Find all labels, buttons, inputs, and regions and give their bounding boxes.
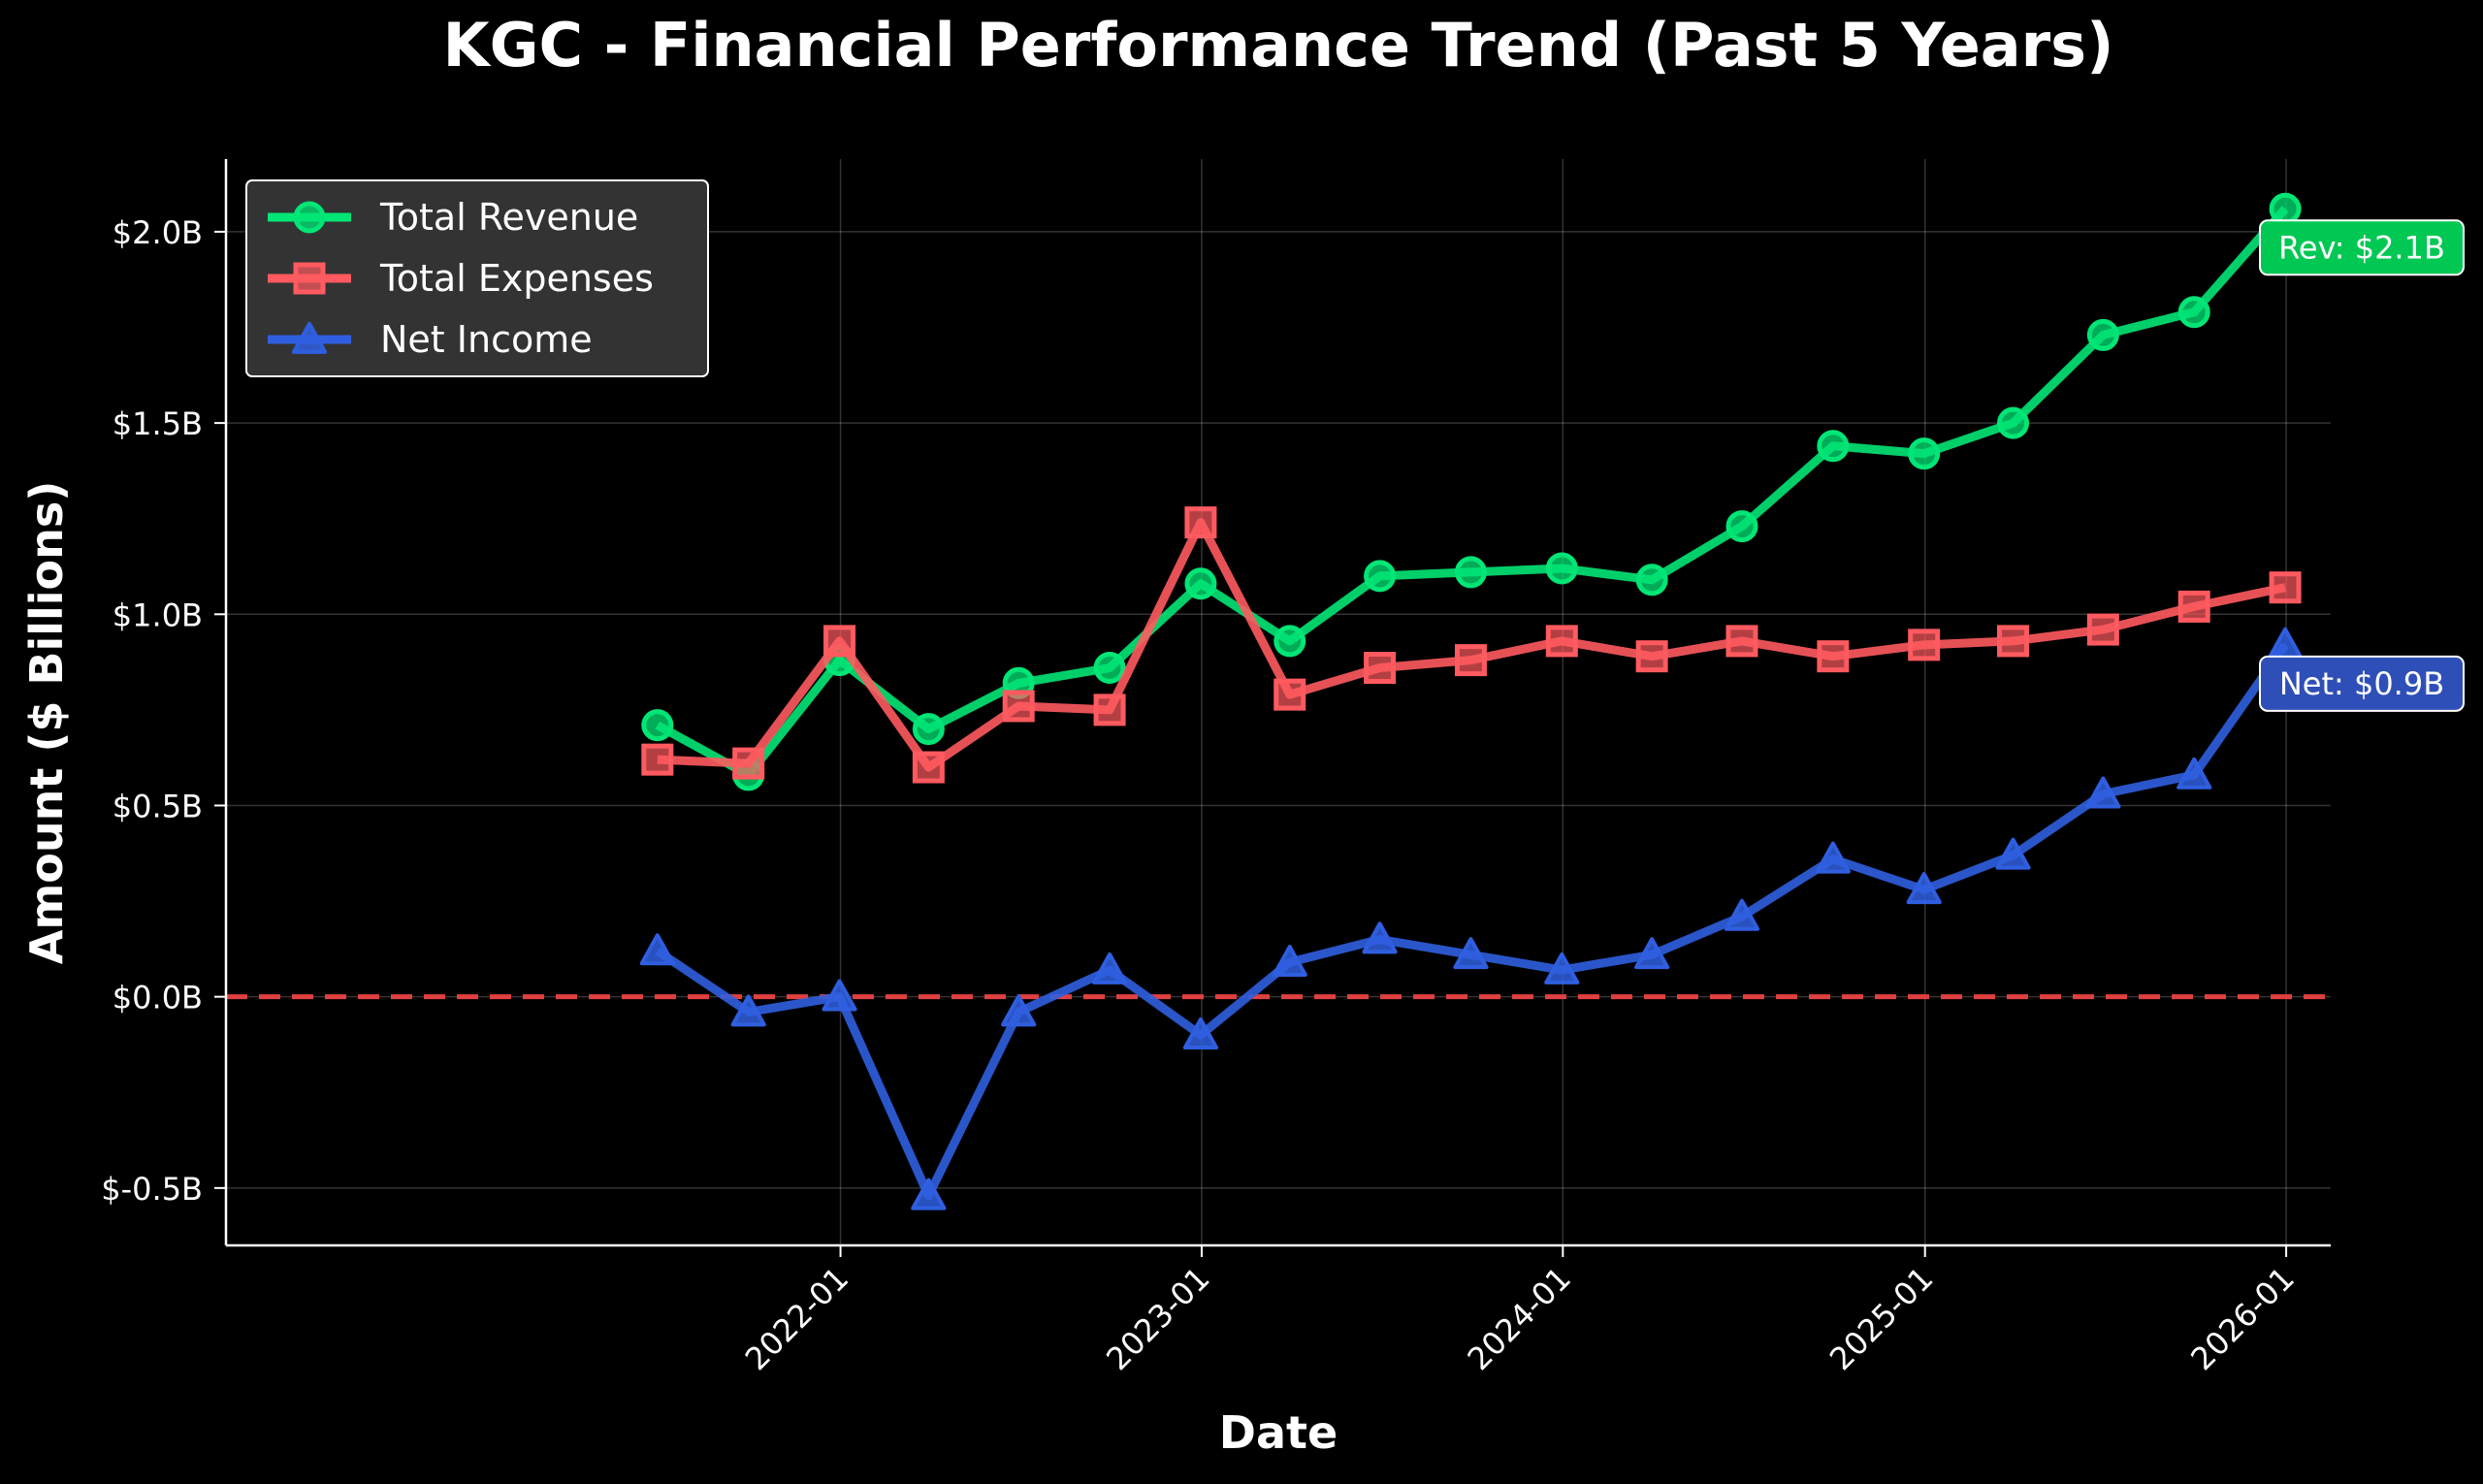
legend-swatch-marker [291,321,328,354]
y-tick-label: $1.5B [113,405,203,442]
legend-box [245,179,709,377]
x-axis-label: Date [1219,1406,1338,1459]
legend: Total Revenue Total Expenses Net Income [245,179,709,377]
data-point-total-expenses [1093,694,1126,726]
chart-title: KGC - Financial Performance Trend (Past … [443,10,2114,81]
data-point-total-revenue [2269,192,2302,225]
data-point-net-income [1724,898,1760,931]
data-point-total-expenses [2177,590,2210,623]
data-point-total-expenses [2269,571,2302,604]
data-point-total-expenses [732,747,765,780]
annotation-label-total-revenue: Rev: $2.1B [2278,229,2445,266]
data-point-net-income [730,994,766,1027]
legend-entry-total-revenue: Total Revenue [268,196,638,239]
data-point-total-revenue [641,709,674,742]
data-point-net-income [822,979,857,1012]
legend-entry-total-expenses: Total Expenses [268,257,654,300]
data-point-net-income [1995,837,2031,870]
legend-label: Net Income [380,318,593,361]
series-layer [639,192,2304,1210]
data-point-total-expenses [641,743,674,776]
y-tick-label: $0.0B [113,980,203,1016]
data-point-net-income [1906,872,1942,905]
data-point-total-expenses [1364,652,1397,685]
data-point-total-expenses [1002,690,1035,723]
data-point-total-revenue [2177,296,2210,329]
data-point-total-expenses [2086,613,2119,646]
data-point-net-income [1362,921,1398,954]
data-point-total-expenses [912,751,945,784]
data-point-net-income [1001,994,1037,1027]
data-point-net-income [1272,945,1307,978]
data-point-total-expenses [1635,640,1668,673]
data-point-total-revenue [1364,560,1397,593]
data-point-total-revenue [1093,652,1126,685]
data-point-net-income [639,933,675,966]
data-point-total-expenses [1908,629,1941,661]
data-point-total-expenses [1274,678,1306,711]
data-point-total-revenue [1635,564,1668,597]
data-point-net-income [911,1178,947,1210]
data-point-total-revenue [912,713,945,746]
legend-label: Total Revenue [379,196,638,239]
data-point-total-revenue [2086,318,2119,351]
data-point-total-revenue [1274,625,1306,658]
data-point-total-revenue [1725,510,1758,543]
data-point-net-income [2177,757,2212,790]
data-point-total-expenses [1817,640,1850,673]
data-point-total-revenue [1817,430,1850,463]
series-total-expenses [641,506,2302,784]
y-tick-label: $2.0B [113,214,203,251]
annotations: Rev: $2.1B Net: $0.9B [2259,219,2465,712]
series-net-income [639,627,2304,1210]
data-point-total-expenses [1545,625,1578,658]
data-point-total-expenses [1997,625,2030,658]
data-point-net-income [1091,952,1128,984]
data-point-total-expenses [1454,644,1487,677]
data-point-net-income [1182,1016,1219,1049]
data-point-total-expenses [1184,506,1217,539]
annotation-box-net-income [2259,655,2465,712]
annotation-label-net-income: Net: $0.9B [2279,665,2444,702]
y-tick-label: $1.0B [113,597,203,633]
data-point-net-income [2085,776,2121,809]
data-point-net-income [1815,841,1851,874]
data-point-total-revenue [1454,556,1487,589]
data-point-total-revenue [1184,567,1217,600]
data-point-total-expenses [823,625,856,658]
legend-entry-net-income: Net Income [268,318,593,361]
series-total-revenue [641,192,2302,791]
legend-swatch-marker [293,262,326,295]
data-point-total-revenue [1908,437,1941,470]
data-point-total-revenue [1545,552,1578,585]
y-tick-label: $-0.5B [101,1171,203,1208]
y-tick-label: $0.5B [113,788,203,824]
axes [214,159,2331,1257]
annotation-box-total-revenue [2259,219,2465,276]
legend-swatch-marker [293,201,326,234]
y-axis-label: Amount ($ Billions) [20,481,73,965]
data-point-net-income [1544,952,1580,984]
legend-label: Total Expenses [379,257,654,300]
data-point-total-expenses [1725,625,1758,658]
data-point-net-income [1634,937,1670,970]
data-point-total-revenue [1997,406,2030,439]
data-point-net-income [1453,937,1489,970]
